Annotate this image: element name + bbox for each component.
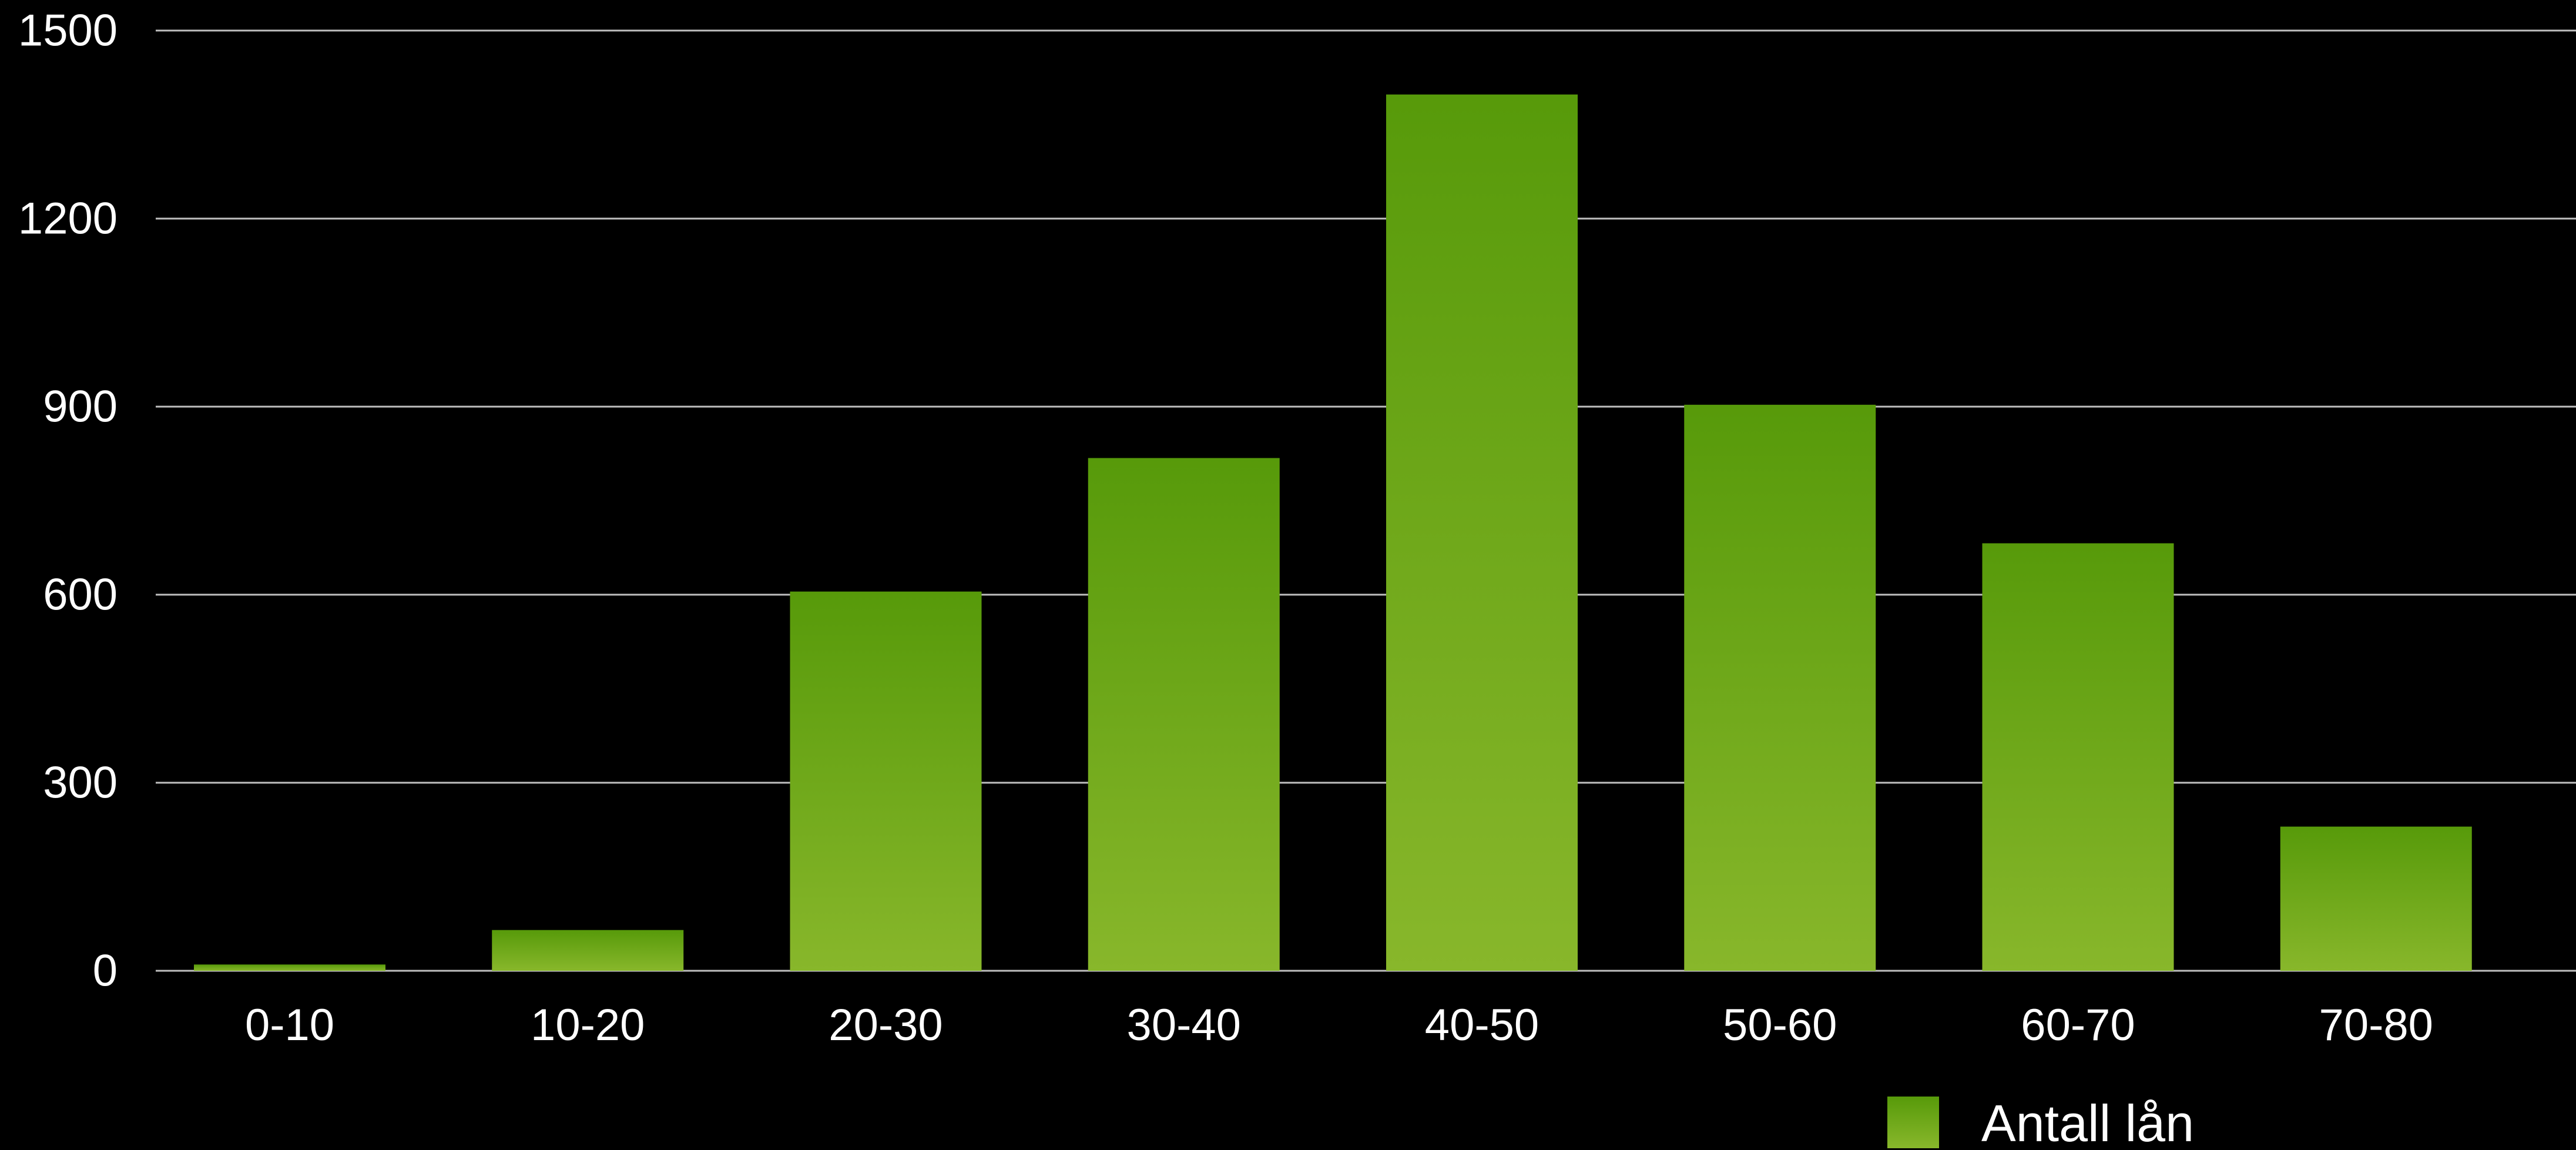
bar-0-10 xyxy=(194,964,385,971)
bar-60-70 xyxy=(1982,543,2174,971)
bar-40-50 xyxy=(1386,94,1578,971)
y-tick-label: 900 xyxy=(43,382,118,432)
legend: Antall lån xyxy=(1887,1094,2194,1150)
y-tick-label: 0 xyxy=(93,946,118,996)
legend-swatch xyxy=(1887,1097,1939,1148)
bar-50-60 xyxy=(1684,404,1876,971)
x-tick-label: 60-70 xyxy=(2021,1000,2135,1050)
x-tick-label: 10-20 xyxy=(531,1000,645,1050)
x-tick-label: 30-40 xyxy=(1127,1000,1241,1050)
bar-30-40 xyxy=(1088,458,1280,971)
x-tick-label: 20-30 xyxy=(829,1000,942,1050)
bars xyxy=(194,94,2472,971)
x-tick-label: 70-80 xyxy=(2319,1000,2433,1050)
y-tick-label: 1200 xyxy=(18,194,118,244)
x-tick-label: 0-10 xyxy=(245,1000,334,1050)
x-tick-label: 50-60 xyxy=(1723,1000,1837,1050)
x-tick-label: 40-50 xyxy=(1425,1000,1539,1050)
legend-label: Antall lån xyxy=(1981,1094,2194,1150)
bar-20-30 xyxy=(790,591,982,971)
y-tick-label: 1500 xyxy=(18,6,118,56)
y-tick-label: 300 xyxy=(43,758,118,808)
y-tick-label: 600 xyxy=(43,570,118,620)
y-axis-tick-labels: 0 300 600 900 1200 1500 xyxy=(18,6,118,996)
gridlines xyxy=(156,29,2576,972)
x-axis-tick-labels: 0-1010-2020-3030-4040-5050-6060-7070-808… xyxy=(245,1000,2433,1050)
bar-10-20 xyxy=(492,930,684,971)
bar-70-80 xyxy=(2280,826,2472,971)
